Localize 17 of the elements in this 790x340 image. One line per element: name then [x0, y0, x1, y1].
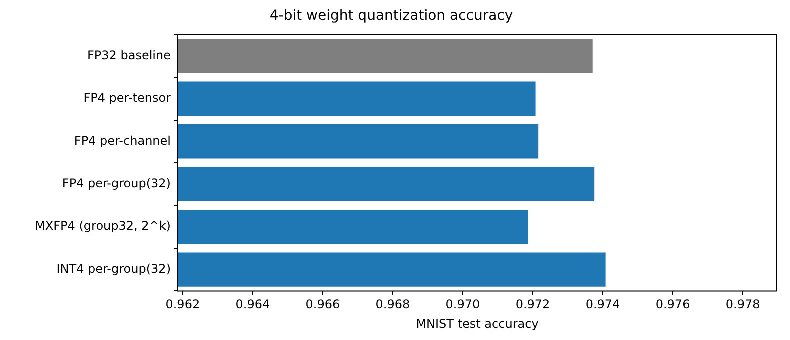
x-tick-label: 0.974 — [586, 298, 620, 312]
chart-title: 4-bit weight quantization accuracy — [270, 8, 514, 24]
x-tick-label: 0.962 — [166, 298, 200, 312]
y-tick-label: MXFP4 (group32, 2^k) — [35, 219, 171, 234]
x-tick-label: 0.976 — [656, 298, 690, 312]
x-tick-label: 0.970 — [446, 298, 480, 312]
x-tick-label: 0.966 — [306, 298, 340, 312]
x-tick-label: 0.978 — [726, 298, 760, 312]
y-tick-label: INT4 per-group(32) — [56, 262, 171, 276]
y-tick-label: FP4 per-channel — [74, 134, 171, 148]
y-tick-label: FP4 per-tensor — [84, 91, 172, 106]
x-axis-title: MNIST test accuracy — [416, 316, 539, 331]
x-tick-label: 0.964 — [236, 298, 270, 312]
y-tick-label: FP4 per-group(32) — [62, 176, 171, 190]
x-tick-label: 0.968 — [376, 298, 410, 312]
x-tick-label: 0.972 — [516, 298, 550, 312]
y-tick-label: FP32 baseline — [88, 48, 171, 62]
